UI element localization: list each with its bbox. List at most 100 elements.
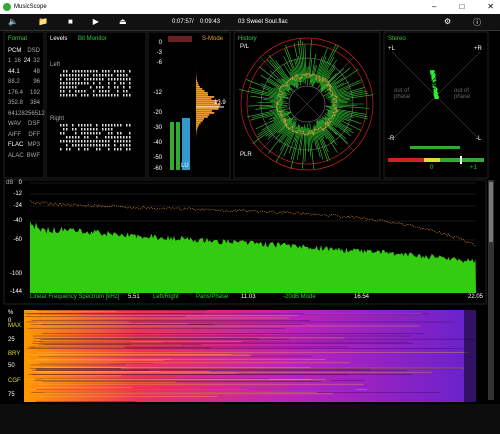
bit-dot xyxy=(108,140,110,143)
bit-dot xyxy=(120,124,122,127)
history-spoke xyxy=(249,87,289,99)
history-spoke xyxy=(290,127,301,160)
settings-info[interactable]: ⚙ ⓘ xyxy=(444,17,482,27)
history-spoke xyxy=(263,99,287,103)
bit-dot xyxy=(105,124,107,127)
history-spoke xyxy=(326,115,352,131)
history-spoke xyxy=(320,119,331,131)
scrollbar-thumb[interactable] xyxy=(489,182,493,242)
stereo-dot xyxy=(433,81,435,83)
spectrogram-streak xyxy=(42,333,425,334)
spectrum-footer-label: Left/Right xyxy=(153,294,179,300)
bit-dot xyxy=(129,70,131,73)
stereo-dot xyxy=(434,96,436,98)
format-row: 44.1 48 xyxy=(8,69,40,75)
spectrogram-streak xyxy=(28,374,413,375)
bit-dot xyxy=(93,78,95,81)
bit-dot xyxy=(87,70,89,73)
spectrogram-tick-label: % xyxy=(8,310,14,316)
bit-dot xyxy=(105,144,107,147)
bit-dot xyxy=(102,78,104,81)
spectrogram-streak xyxy=(35,378,270,380)
bit-dot xyxy=(96,132,98,135)
level-tick-label: -30 xyxy=(153,125,162,131)
window-controls[interactable]: – □ ✕ xyxy=(432,2,494,11)
loudness-hist xyxy=(196,118,204,120)
bit-dot xyxy=(123,94,125,97)
bit-dot xyxy=(111,74,113,77)
bit-dot xyxy=(81,70,83,73)
stereo-label: -L xyxy=(476,136,482,142)
format-cell: 512 xyxy=(34,110,45,117)
history-spoke xyxy=(311,75,316,87)
history-spoke xyxy=(291,68,300,86)
loudness-hist xyxy=(196,102,217,104)
bit-dot xyxy=(87,78,89,81)
spectrogram-streak xyxy=(28,346,347,348)
spectrum-footer-label: 5.51 xyxy=(128,294,140,300)
history-spoke xyxy=(316,119,338,153)
spectrogram-streak xyxy=(38,362,154,364)
duration: 0:09:43 xyxy=(200,19,221,25)
bit-dot xyxy=(63,128,65,131)
bit-dot xyxy=(72,74,74,77)
bit-dot xyxy=(66,128,68,131)
history-spoke xyxy=(320,67,336,87)
bit-dot xyxy=(78,140,80,143)
bit-dot xyxy=(123,82,125,85)
history-spoke xyxy=(326,77,344,91)
bit-dot xyxy=(111,136,113,139)
spectrum-footer-label: 22.05 xyxy=(468,294,484,300)
scrollbar[interactable] xyxy=(488,180,494,400)
bit-dot xyxy=(102,70,104,73)
level-bar xyxy=(182,118,190,170)
stereo-dot xyxy=(437,97,439,99)
toolbar-buttons[interactable]: 🔈 📁 ■ ▶ ⏏ xyxy=(8,17,127,26)
stereo-dot xyxy=(430,71,432,73)
format-row: ALAC BWF xyxy=(8,153,40,159)
bit-dot xyxy=(63,86,65,89)
bit-dot xyxy=(60,74,62,77)
bit-dot xyxy=(99,82,101,85)
spectrum-tick-label: -12 xyxy=(13,191,22,197)
spectrogram-tick-label: CGF xyxy=(8,378,21,384)
stereo-dot xyxy=(434,94,436,96)
spectrum-tick-label: -144 xyxy=(10,289,23,295)
history-spoke xyxy=(327,85,337,92)
stereo-dot xyxy=(430,74,432,76)
format-cell: 256 xyxy=(24,110,35,117)
spectrum-footer-label: 16.54 xyxy=(354,294,370,300)
history-spoke xyxy=(316,123,325,139)
bit-dot xyxy=(75,136,77,139)
history-spoke xyxy=(266,59,291,86)
history-spoke xyxy=(299,126,303,139)
bit-dot xyxy=(72,136,74,139)
stereo-dot xyxy=(432,84,434,86)
history-spoke xyxy=(297,40,305,84)
bit-dot xyxy=(87,82,89,85)
bit-dot xyxy=(99,86,101,89)
level-tick-label: -6 xyxy=(156,60,162,66)
bit-dot xyxy=(93,90,95,93)
spectrogram-streak xyxy=(33,393,333,395)
spectrogram-streak xyxy=(38,344,202,346)
history-spoke xyxy=(328,90,368,100)
panel-frame xyxy=(3,31,45,179)
spectrogram-streak xyxy=(42,354,250,356)
format-cell: 352.8 xyxy=(8,100,24,106)
history-spoke xyxy=(257,117,286,135)
bit-dot xyxy=(120,132,122,135)
bit-dot xyxy=(87,144,89,147)
bit-dot xyxy=(105,136,107,139)
bit-dot xyxy=(87,74,89,77)
spectrogram-tick-label: 50 xyxy=(8,363,15,369)
loudness-hist xyxy=(196,90,205,92)
bit-dot xyxy=(96,70,98,73)
bit-dot xyxy=(81,140,83,143)
spectrogram-streak xyxy=(40,372,237,374)
bit-dot xyxy=(117,74,119,77)
history-spoke xyxy=(331,92,369,101)
history-spoke xyxy=(269,78,292,94)
bit-dot xyxy=(60,82,62,85)
